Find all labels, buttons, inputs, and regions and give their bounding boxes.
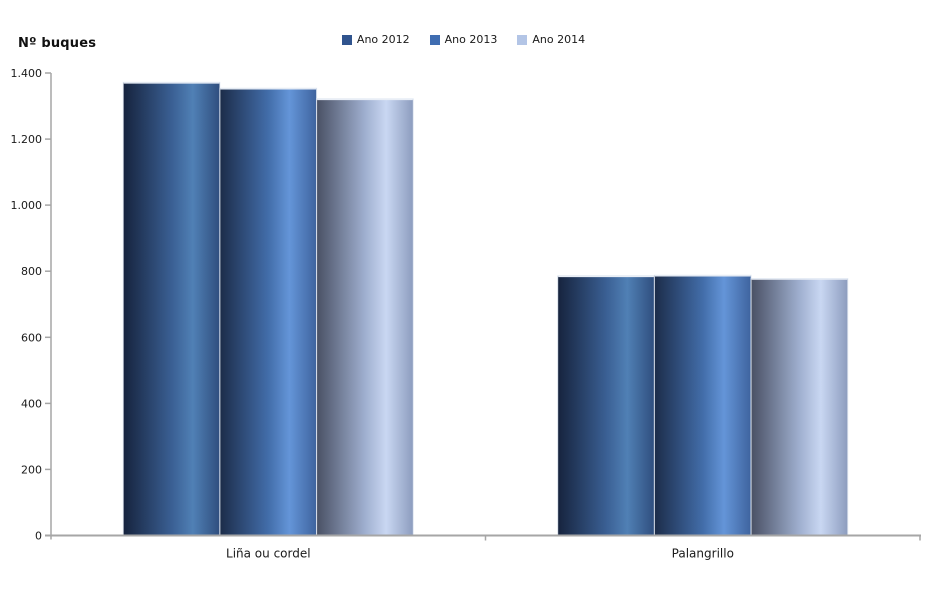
legend-label: Ano 2014 [532,33,586,46]
y-tick-label: 1.400 [11,67,43,80]
legend-swatch-icon [341,34,352,45]
y-tick-label: 600 [21,331,42,344]
bar-ano-2014-li-a-ou-cordel [316,98,414,537]
y-axis-title: Nº buques [18,36,97,51]
legend: Ano 2012 Ano 2013 Ano 2014 [0,33,927,46]
category-label-palangrillo: Palangrillo [672,547,734,561]
bar-ano-2012-li-a-ou-cordel [122,81,221,537]
y-tick-label: 800 [21,265,42,278]
legend-item-ano-2013: Ano 2013 [429,33,498,46]
bar-ano-2013-li-a-ou-cordel [219,87,318,536]
category-label-li-a-ou-cordel: Liña ou cordel [226,547,311,561]
bar-ano-2014-palangrillo [750,278,849,536]
legend-swatch-icon [517,34,528,45]
bar-ano-2012-palangrillo [557,275,655,536]
legend-item-ano-2012: Ano 2012 [341,33,410,46]
y-tick-label: 200 [21,463,42,476]
bar-ano-2013-palangrillo [653,274,752,536]
y-tick-label: 1.200 [11,133,43,146]
y-tick-label: 0 [35,530,42,543]
legend-label: Ano 2012 [356,33,410,46]
legend-swatch-icon [429,34,440,45]
legend-item-ano-2014: Ano 2014 [517,33,585,46]
y-tick-label: 400 [21,397,42,410]
legend-label: Ano 2013 [444,33,498,46]
y-tick-label: 1.000 [11,199,43,212]
